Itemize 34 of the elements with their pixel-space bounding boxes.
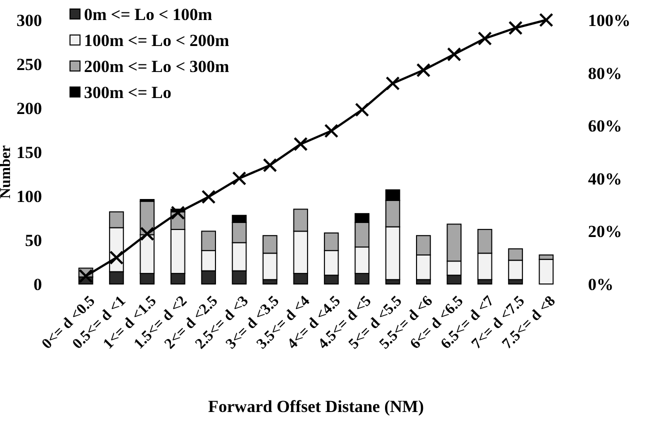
y-tick-label: 100: [16, 186, 42, 206]
point: [262, 158, 278, 172]
point: [508, 20, 523, 36]
point: [201, 190, 216, 204]
y-tick-label: 200: [16, 98, 42, 118]
point: [478, 31, 492, 46]
point: [416, 63, 431, 78]
point: [109, 250, 124, 265]
bar: [538, 258, 554, 284]
y2-tick-label: 60%: [588, 116, 622, 136]
legend-label: 200m <= Lo < 300m: [84, 56, 230, 76]
legend-label: 300m <= Lo: [84, 82, 172, 102]
point: [232, 171, 246, 186]
y2-tick-label: 0%: [588, 274, 614, 294]
point: [294, 136, 308, 152]
legend-label: 100m <= Lo < 200m: [84, 30, 230, 50]
y-tick-label: 150: [16, 142, 42, 162]
x-axis-title: Forward Offset Distane (NM): [208, 397, 424, 416]
y2-tick-label: 80%: [588, 64, 622, 83]
point: [78, 268, 93, 284]
point: [539, 12, 554, 28]
y-tick-label: 0: [34, 274, 42, 294]
legend-label: 0m <= Lo < 100m: [84, 4, 212, 24]
point: [140, 226, 154, 241]
point: [386, 76, 400, 90]
y2-tick-label: 100%: [588, 10, 630, 30]
point: [354, 102, 370, 117]
y2-tick-label: 20%: [588, 222, 622, 242]
point: [324, 124, 338, 138]
y2-tick-label: 40%: [588, 169, 622, 188]
y-tick-label: 250: [16, 54, 42, 74]
point: [447, 47, 462, 62]
y-tick-label: 300: [16, 10, 42, 30]
y-tick-label: 50: [25, 230, 42, 250]
